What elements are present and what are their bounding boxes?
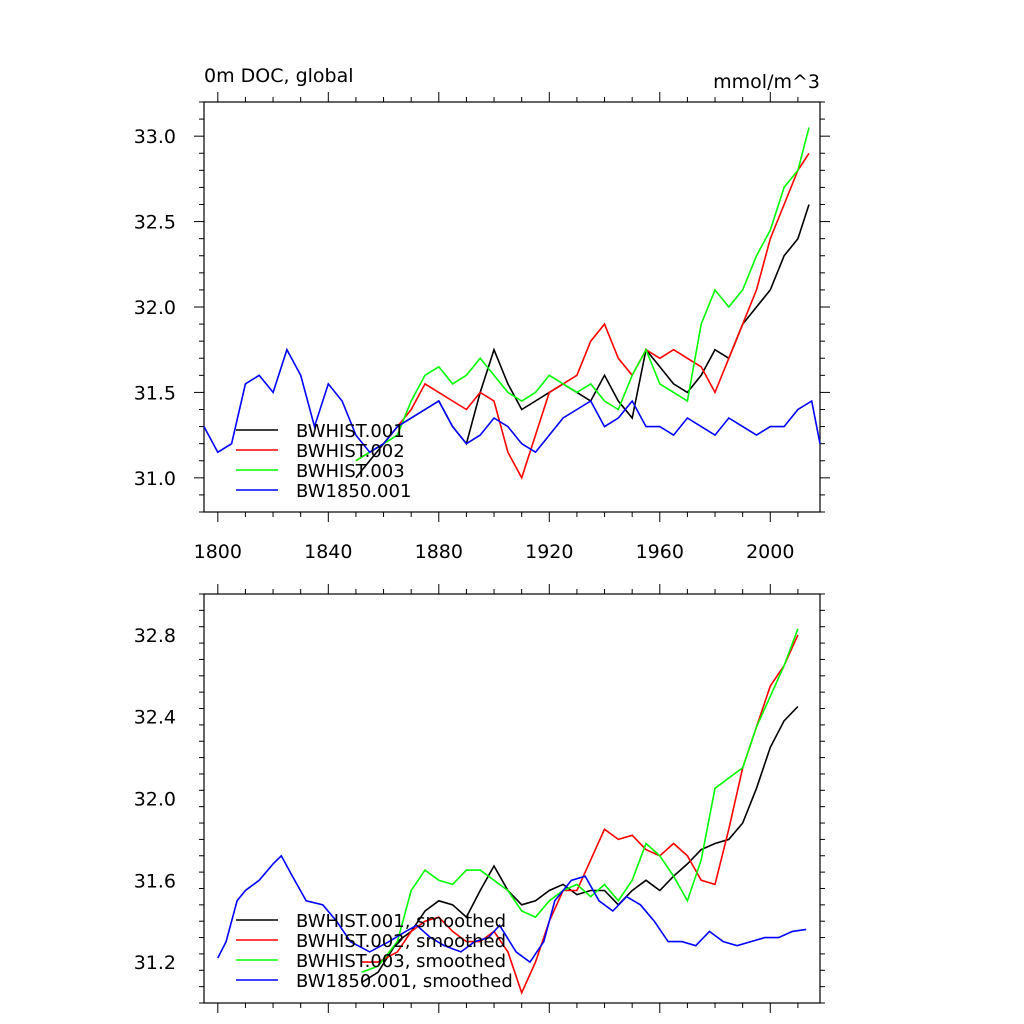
y-tick-label: 32.0 — [134, 789, 176, 811]
y-tick-label: 32.5 — [134, 212, 176, 234]
series-line — [361, 628, 799, 974]
y-tick-label: 31.2 — [134, 952, 176, 974]
y-tick-label: 33.0 — [134, 126, 176, 148]
y-tick-label: 32.4 — [134, 707, 176, 729]
legend-label: BWHIST.002 — [296, 441, 405, 462]
series-line — [217, 854, 807, 964]
series-line — [355, 204, 810, 479]
legend-label: BWHIST.003, smoothed — [296, 951, 506, 972]
y-tick-label: 31.0 — [134, 468, 176, 490]
y-tick-label: 31.6 — [134, 870, 176, 892]
chart-title: 0m DOC, global — [204, 65, 354, 87]
x-tick-label: 1960 — [636, 541, 684, 563]
legend-label: BW1850.001 — [296, 481, 411, 502]
legend-label: BWHIST.001, smoothed — [296, 911, 506, 932]
series-line — [203, 347, 821, 454]
series-line — [355, 152, 810, 480]
x-tick-label: 1920 — [525, 541, 573, 563]
units-label: mmol/m^3 — [713, 71, 820, 93]
x-tick-label: 2000 — [746, 541, 794, 563]
x-tick-label: 1840 — [304, 541, 352, 563]
y-tick-label: 32.8 — [134, 625, 176, 647]
y-tick-label: 32.0 — [134, 297, 176, 319]
series-line — [361, 634, 799, 995]
bottom-panel: 31.2 31.6 32.0 32.4 32.8 BWHIST.001, smoothed… — [134, 584, 825, 1013]
plot-frame — [203, 593, 821, 1004]
legend-label: BW1850.001, smoothed — [296, 971, 513, 992]
legend-label: BWHIST.002, smoothed — [296, 931, 506, 952]
y-tick-label: 31.5 — [134, 382, 176, 404]
series-line — [355, 127, 810, 462]
x-tick-label: 1880 — [415, 541, 463, 563]
top-panel: 1800 1840 1880 1920 1960 2000 31.0 31.5 32.0 32.5… — [134, 92, 830, 563]
legend-label: BWHIST.001 — [296, 421, 405, 442]
legend-label: BWHIST.003 — [296, 461, 405, 482]
x-tick-label: 1800 — [194, 541, 242, 563]
